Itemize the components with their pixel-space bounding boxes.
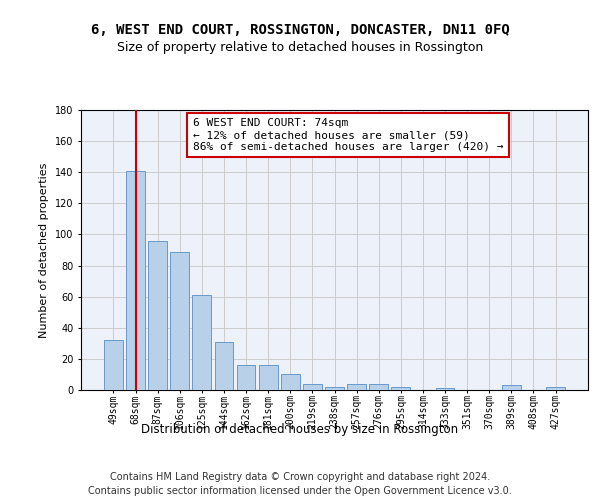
Bar [303,384,322,390]
Bar [546,387,565,390]
Bar [436,388,454,390]
Text: 6, WEST END COURT, ROSSINGTON, DONCASTER, DN11 0FQ: 6, WEST END COURT, ROSSINGTON, DONCASTER… [91,22,509,36]
Bar [259,365,278,390]
Bar [502,386,521,390]
Bar [391,387,410,390]
Bar [193,295,211,390]
Bar [126,170,145,390]
Bar [347,384,366,390]
Bar [236,365,256,390]
Y-axis label: Number of detached properties: Number of detached properties [40,162,49,338]
Text: Contains HM Land Registry data © Crown copyright and database right 2024.: Contains HM Land Registry data © Crown c… [110,472,490,482]
Bar [170,252,189,390]
Bar [281,374,299,390]
Bar [148,240,167,390]
Bar [370,384,388,390]
Text: Distribution of detached houses by size in Rossington: Distribution of detached houses by size … [142,422,458,436]
Text: Size of property relative to detached houses in Rossington: Size of property relative to detached ho… [117,41,483,54]
Text: Contains public sector information licensed under the Open Government Licence v3: Contains public sector information licen… [88,486,512,496]
Bar [104,340,123,390]
Bar [325,387,344,390]
Text: 6 WEST END COURT: 74sqm
← 12% of detached houses are smaller (59)
86% of semi-de: 6 WEST END COURT: 74sqm ← 12% of detache… [193,118,503,152]
Bar [215,342,233,390]
